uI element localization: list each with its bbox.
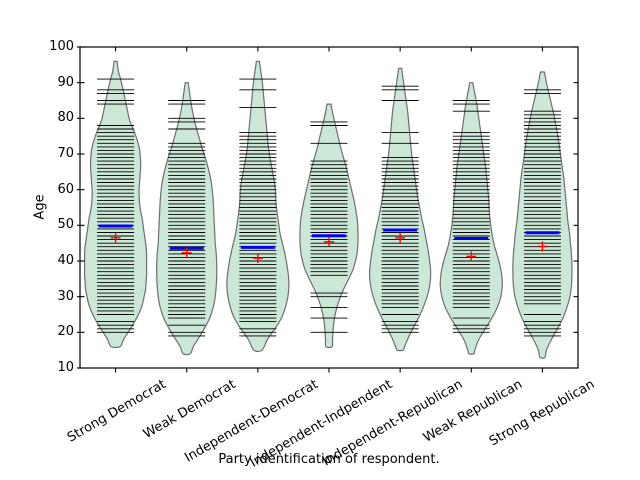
- y-tick-label: 80: [57, 110, 74, 126]
- y-tick-label: 50: [57, 217, 74, 233]
- y-tick-label: 70: [57, 146, 74, 161]
- y-tick-label: 10: [57, 360, 74, 375]
- y-tick-label: 100: [49, 39, 74, 54]
- y-tick-label: 20: [57, 324, 74, 340]
- x-axis-title: Party identification of respondent.: [218, 452, 440, 467]
- violin-independent-indpendent: [299, 103, 359, 349]
- violin-weak-democrat: [156, 82, 218, 356]
- y-tick-label: 40: [57, 253, 74, 268]
- violin-independent-republican: [368, 67, 432, 352]
- y-tick-label: 30: [57, 288, 74, 304]
- violin-independent-democrat: [226, 60, 290, 353]
- y-axis-title: Age: [32, 194, 48, 220]
- y-tick-label: 90: [57, 74, 74, 90]
- y-tick-label: 60: [57, 181, 74, 197]
